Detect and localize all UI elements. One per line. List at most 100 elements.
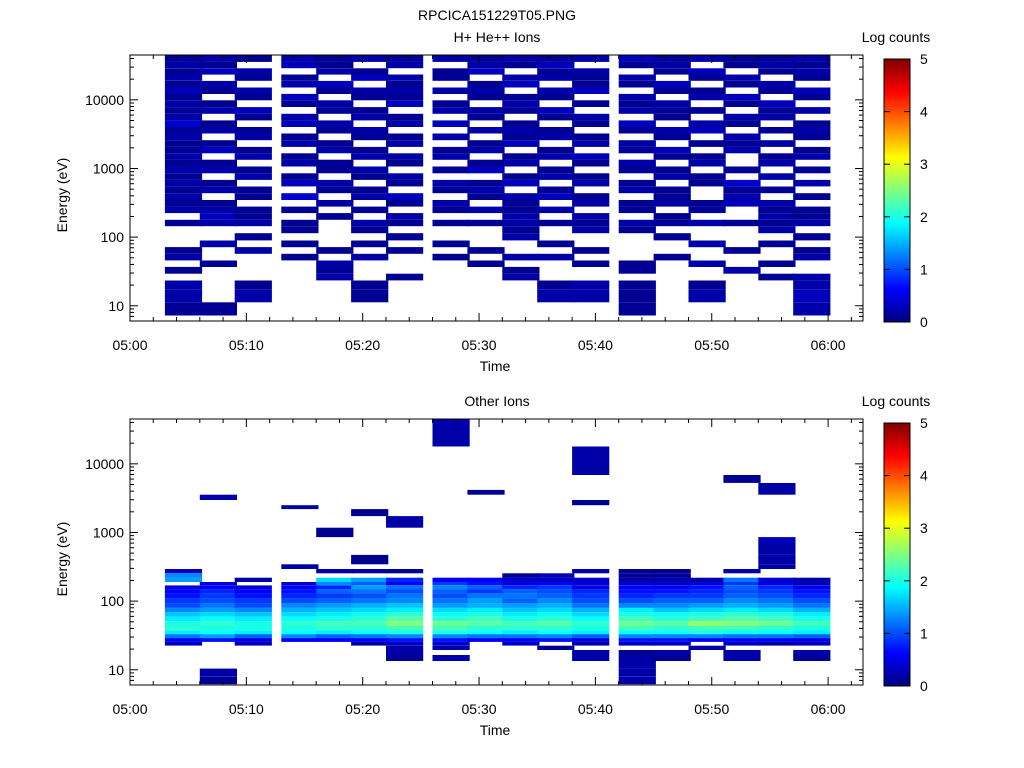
heatmap-cell	[351, 589, 389, 594]
heatmap-cell	[688, 577, 726, 582]
heatmap-cell	[688, 159, 726, 167]
heatmap-cell	[537, 634, 575, 639]
heatmap-cell	[537, 240, 575, 248]
heatmap-cell	[467, 593, 505, 599]
heatmap-cell	[351, 280, 389, 290]
heatmap-cell	[467, 113, 505, 121]
heatmap-cell	[758, 186, 796, 194]
heatmap-cell	[467, 68, 505, 75]
heatmap-cell	[758, 159, 796, 167]
heatmap-cell	[281, 240, 319, 248]
heatmap-cell	[467, 638, 505, 642]
heatmap-cell	[281, 226, 319, 234]
heatmap-cell	[234, 186, 272, 194]
heatmap-cell	[164, 266, 203, 274]
heatmap-cell	[502, 626, 540, 631]
heatmap-cell	[432, 593, 470, 599]
heatmap-cell	[758, 537, 796, 544]
heatmap-cell	[432, 645, 470, 650]
heatmap-cell	[572, 589, 610, 594]
heatmap-cell	[234, 641, 272, 646]
heatmap-cell	[723, 585, 761, 590]
heatmap-cell	[688, 280, 726, 290]
heatmap-cell	[281, 93, 319, 101]
heatmap-cell	[164, 193, 203, 200]
heatmap-cell	[467, 193, 505, 200]
heatmap-cell	[316, 593, 354, 599]
heatmap-cell	[793, 593, 831, 599]
heatmap-cell	[199, 68, 237, 75]
heatmap-cell	[281, 598, 319, 604]
heatmap-cell	[572, 120, 610, 127]
heatmap-cell	[467, 127, 505, 134]
heatmap-cell	[537, 206, 575, 214]
heatmap-cell	[164, 159, 203, 167]
heatmap-cell	[467, 146, 505, 154]
heatmap-cell	[653, 573, 691, 578]
heatmap-cell	[723, 616, 761, 622]
heatmap-cell	[723, 179, 761, 187]
heatmap-cell	[572, 655, 610, 661]
heatmap-cell	[199, 80, 237, 88]
heatmap-cell	[351, 607, 389, 613]
colorbar-tick-label: 0	[920, 678, 928, 694]
heatmap-cell	[618, 676, 656, 685]
heatmap-cell	[653, 213, 691, 220]
heatmap-cell	[653, 569, 691, 574]
heatmap-cell	[758, 140, 796, 147]
heatmap-cell	[199, 634, 237, 639]
heatmap-cell	[386, 607, 424, 613]
heatmap-cell	[688, 603, 726, 608]
heatmap-cell	[351, 638, 389, 642]
heatmap-cell	[351, 253, 389, 261]
heatmap-cell	[653, 55, 691, 62]
colorbar-ticks: 0 1 2 3 4 5	[884, 51, 928, 330]
heatmap-cell	[386, 133, 424, 141]
heatmap-cell	[164, 113, 203, 121]
heatmap-cell	[688, 74, 726, 81]
heatmap-cell	[351, 603, 389, 608]
heatmap-cell	[618, 74, 656, 81]
heatmap-cell	[281, 585, 319, 590]
panel-title: Other Ions	[464, 393, 529, 409]
heatmap-cell	[386, 626, 424, 631]
heatmap-cell	[572, 193, 610, 200]
heatmap-cell	[386, 655, 424, 661]
heatmap-cell	[386, 273, 424, 281]
heatmap-cell	[793, 74, 831, 81]
heatmap-cell	[618, 573, 656, 578]
heatmap-cell	[537, 107, 575, 114]
heatmap-cell	[467, 598, 505, 604]
heatmap-cell	[351, 641, 389, 646]
heatmap-cell	[234, 247, 272, 254]
heatmap-cell	[688, 634, 726, 639]
heatmap-cell	[281, 253, 319, 261]
colorbar-tick-label: 0	[920, 314, 928, 330]
heatmap-cell	[199, 127, 237, 134]
heatmap-cell	[618, 593, 656, 599]
heatmap-cell	[502, 93, 540, 101]
plot-frame	[129, 418, 864, 686]
heatmap-cell	[618, 140, 656, 147]
heatmap-cell	[688, 107, 726, 114]
heatmap-cell	[164, 607, 203, 613]
heatmap-cell	[758, 554, 796, 565]
heatmap-cell	[199, 179, 237, 187]
heatmap-cell	[618, 61, 656, 69]
heatmap-cell	[618, 200, 656, 207]
heatmap-cell	[502, 273, 540, 281]
heatmap-cell	[386, 74, 424, 81]
heatmap-cell	[653, 626, 691, 631]
heatmap-cell	[432, 655, 470, 661]
heatmap-cell	[351, 554, 389, 565]
heatmap-cell	[572, 585, 610, 590]
heatmap-cell	[723, 641, 761, 646]
heatmap-cell	[467, 87, 505, 94]
heatmap-cell	[618, 612, 656, 617]
x-tick-label: 05:00	[112, 337, 147, 353]
heatmap-cell	[199, 213, 237, 220]
heatmap-cell	[234, 233, 272, 241]
heatmap-cell	[688, 589, 726, 594]
heatmap-cell	[537, 645, 575, 650]
heatmap-cell	[758, 113, 796, 121]
